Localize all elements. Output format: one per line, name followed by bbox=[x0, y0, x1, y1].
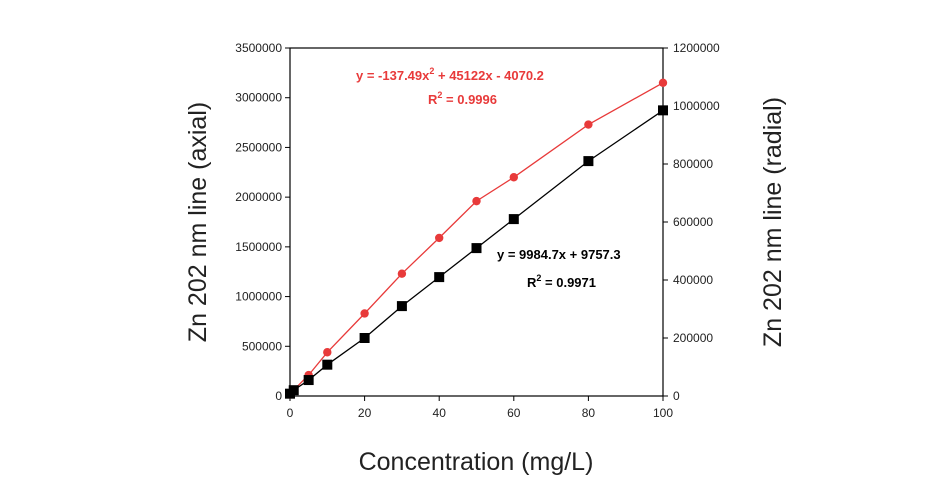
black-r-squared: R2 = 0.9971 bbox=[527, 273, 596, 290]
y-right-tick-label: 1200000 bbox=[673, 41, 720, 55]
y-left-tick-label: 3500000 bbox=[235, 41, 282, 55]
red-data-point bbox=[360, 309, 369, 318]
y-left-tick-label: 2000000 bbox=[235, 190, 282, 204]
x-tick-label: 40 bbox=[433, 406, 447, 420]
black-data-point bbox=[583, 156, 594, 167]
red-r-squared-tail: = 0.9996 bbox=[442, 92, 497, 107]
y-right-tick-label: 1000000 bbox=[673, 99, 720, 113]
x-tick-label: 20 bbox=[358, 406, 372, 420]
red-equation-exponent: 2 bbox=[429, 66, 434, 76]
y-left-tick-label: 0 bbox=[275, 389, 282, 403]
x-tick-label: 60 bbox=[507, 406, 521, 420]
y-right-axis-label: Zn 202 nm line (radial) bbox=[759, 97, 787, 347]
y-right-tick-label: 0 bbox=[673, 389, 680, 403]
red-series-line bbox=[289, 82, 664, 395]
red-r-squared: R2 = 0.9996 bbox=[428, 90, 497, 107]
y-left-tick-label: 500000 bbox=[242, 339, 282, 353]
black-data-point bbox=[396, 301, 407, 312]
red-data-point bbox=[658, 78, 668, 88]
y-left-tick-label: 2500000 bbox=[235, 140, 282, 154]
y-right-tick-label: 600000 bbox=[673, 215, 713, 229]
x-axis-label: Concentration (mg/L) bbox=[359, 448, 594, 476]
black-data-point bbox=[434, 272, 445, 283]
black-data-point bbox=[471, 243, 482, 254]
x-axis-ticks: 0 20 40 60 80 100 bbox=[287, 396, 673, 420]
y-left-axis-ticks: 0 500000 1000000 1500000 2000000 2500000 30000… bbox=[235, 41, 290, 403]
y-left-axis-label: Zn 202 nm line (axial) bbox=[184, 102, 212, 342]
y-right-tick-label: 200000 bbox=[673, 331, 713, 345]
black-r-squared-tail: = 0.9971 bbox=[541, 275, 596, 290]
black-data-point bbox=[658, 105, 668, 116]
black-data-point bbox=[322, 359, 333, 370]
black-data-point bbox=[288, 385, 299, 396]
x-tick-label: 100 bbox=[653, 406, 673, 420]
y-left-tick-label: 1500000 bbox=[235, 240, 282, 254]
red-equation-lead: y = -137.49x bbox=[356, 68, 430, 83]
black-data-point bbox=[303, 375, 314, 386]
red-data-point bbox=[584, 120, 593, 129]
y-left-tick-label: 1000000 bbox=[235, 290, 282, 304]
x-tick-label: 80 bbox=[582, 406, 596, 420]
black-r-squared-exponent: 2 bbox=[536, 273, 541, 283]
black-equation: y = 9984.7x + 9757.3 bbox=[497, 247, 621, 262]
red-data-point bbox=[509, 173, 518, 182]
x-tick-label: 0 bbox=[287, 406, 294, 420]
y-right-axis-ticks: 0 200000 400000 600000 800000 1000000 1200000 bbox=[663, 41, 720, 403]
black-data-point bbox=[508, 214, 519, 225]
y-left-tick-label: 3000000 bbox=[235, 91, 282, 105]
y-right-tick-label: 800000 bbox=[673, 157, 713, 171]
y-right-tick-label: 400000 bbox=[673, 273, 713, 287]
red-equation: y = -137.49x2 + 45122x - 4070.2 bbox=[356, 66, 544, 83]
red-data-point bbox=[323, 348, 332, 357]
red-data-point bbox=[435, 233, 444, 243]
black-r-squared-lead: R bbox=[527, 275, 537, 290]
series-layer bbox=[285, 78, 668, 399]
black-data-point bbox=[359, 333, 370, 343]
red-r-squared-lead: R bbox=[428, 92, 438, 107]
red-equation-tail: + 45122x - 4070.2 bbox=[434, 68, 544, 83]
red-data-point bbox=[397, 269, 407, 278]
red-data-point bbox=[472, 196, 481, 206]
red-r-squared-exponent: 2 bbox=[437, 90, 442, 100]
